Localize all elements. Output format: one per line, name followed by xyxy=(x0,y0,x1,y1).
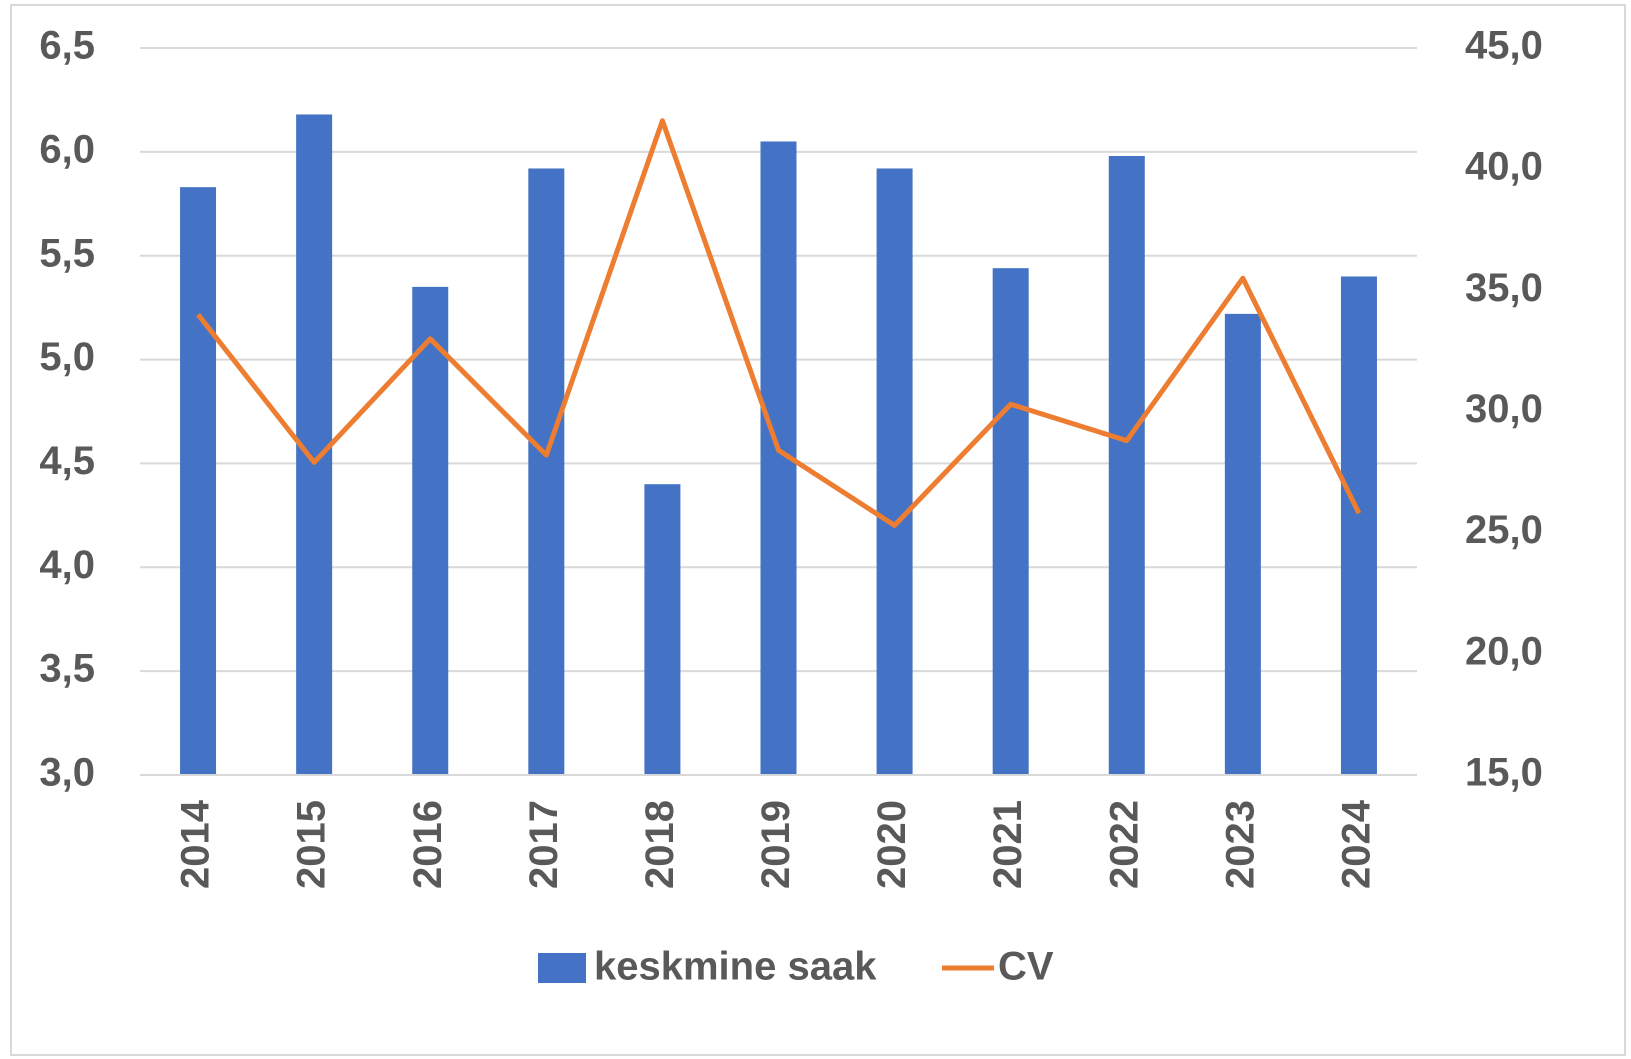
x-tick-label: 2018 xyxy=(638,800,682,889)
y2-tick-label: 45,0 xyxy=(1465,24,1543,68)
x-tick-label: 2024 xyxy=(1335,799,1379,889)
x-tick-label: 2016 xyxy=(406,800,450,889)
bar xyxy=(528,168,565,775)
bar xyxy=(992,268,1029,775)
y2-tick-label: 25,0 xyxy=(1465,508,1543,552)
bar xyxy=(1340,276,1377,775)
y-tick-label: 5,5 xyxy=(39,231,95,275)
bar xyxy=(876,168,913,775)
y2-tick-label: 35,0 xyxy=(1465,266,1543,310)
y2-tick-label: 40,0 xyxy=(1465,145,1543,189)
legend-label: CV xyxy=(998,945,1054,989)
y-tick-label: 6,0 xyxy=(39,127,95,171)
y-tick-label: 6,5 xyxy=(39,24,95,68)
line xyxy=(196,118,1362,528)
legend-label: keskmine saak xyxy=(594,945,877,989)
y2-tick-label: 30,0 xyxy=(1465,387,1543,431)
bar xyxy=(1224,313,1261,775)
y2-tick-label: 20,0 xyxy=(1465,629,1543,673)
x-tick-label: 2019 xyxy=(754,800,798,889)
y-tick-label: 3,5 xyxy=(39,647,95,691)
y2-tick-label: 15,0 xyxy=(1465,751,1543,795)
y-tick-label: 4,0 xyxy=(39,543,95,587)
x-tick-label: 2014 xyxy=(174,799,218,889)
x-tick-label: 2023 xyxy=(1218,800,1262,889)
x-tick-label: 2022 xyxy=(1102,800,1146,889)
x-tick-label: 2020 xyxy=(870,800,914,889)
bar xyxy=(644,484,681,775)
chart-border xyxy=(10,4,1626,1056)
x-tick-label: 2017 xyxy=(522,800,566,889)
x-tick-label: 2021 xyxy=(986,800,1030,889)
y-tick-label: 3,0 xyxy=(39,751,95,795)
y-tick-label: 5,0 xyxy=(39,335,95,379)
bar xyxy=(180,187,217,775)
x-tick-label: 2015 xyxy=(290,800,334,889)
y-tick-label: 4,5 xyxy=(39,439,95,483)
legend-swatch xyxy=(538,953,586,983)
bar xyxy=(1108,156,1145,776)
bar xyxy=(412,286,449,775)
